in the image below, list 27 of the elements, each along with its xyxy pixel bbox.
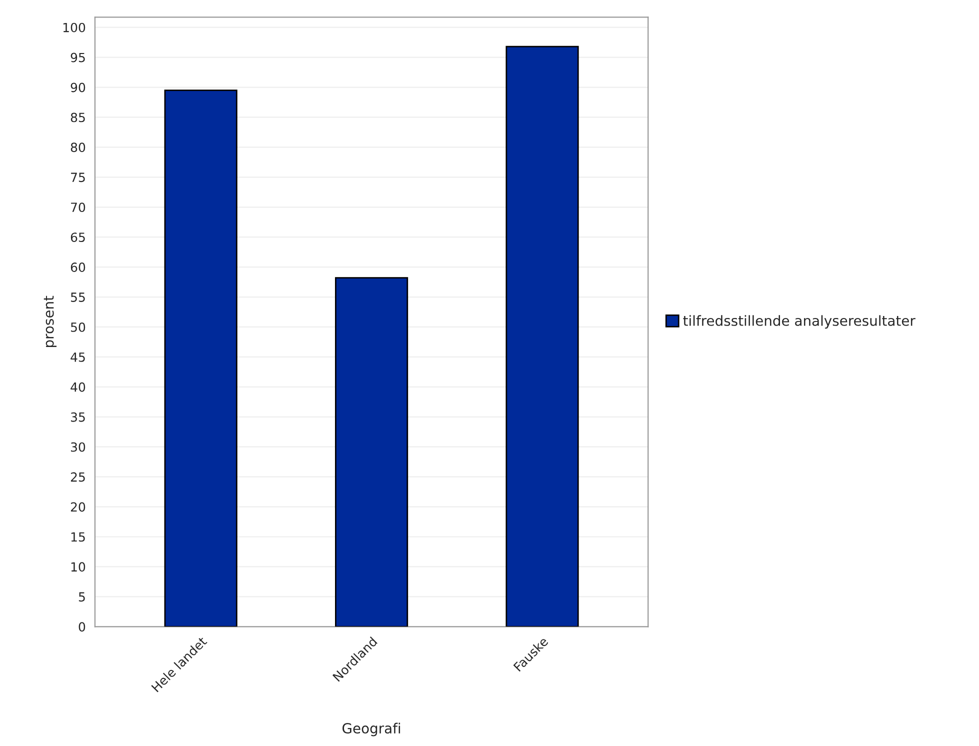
x-axis-title: Geografi — [342, 722, 400, 736]
bar — [334, 277, 408, 627]
y-tick-label: 0 — [78, 622, 86, 632]
y-tick-label: 70 — [71, 202, 86, 212]
y-tick-label: 80 — [70, 142, 86, 152]
y-tick-label: 50 — [70, 322, 86, 332]
y-tick-label: 35 — [70, 412, 85, 422]
y-tick-label: 45 — [70, 352, 85, 362]
y-tick-label: 5 — [78, 592, 85, 602]
y-tick-label: 10 — [71, 562, 86, 572]
legend-label: tilfredsstillende analyseresultater — [683, 315, 916, 329]
y-tick-label: 30 — [70, 442, 86, 452]
bar — [164, 90, 238, 627]
y-tick-label: 85 — [70, 112, 85, 122]
y-tick-label: 60 — [70, 262, 86, 272]
y-axis-title: prosent — [44, 296, 57, 348]
y-tick-label: 20 — [70, 502, 86, 512]
y-tick-label: 55 — [70, 292, 85, 302]
y-tick-label: 95 — [70, 52, 85, 62]
y-tick-label: 40 — [70, 382, 86, 392]
bar — [506, 46, 579, 627]
y-tick-label: 25 — [70, 472, 85, 482]
y-tick-label: 90 — [70, 82, 86, 92]
y-tick-label: 75 — [71, 172, 85, 182]
y-tick-label: 100 — [63, 22, 86, 32]
y-tick-label: 65 — [70, 232, 85, 242]
y-tick-label: 15 — [71, 532, 85, 542]
